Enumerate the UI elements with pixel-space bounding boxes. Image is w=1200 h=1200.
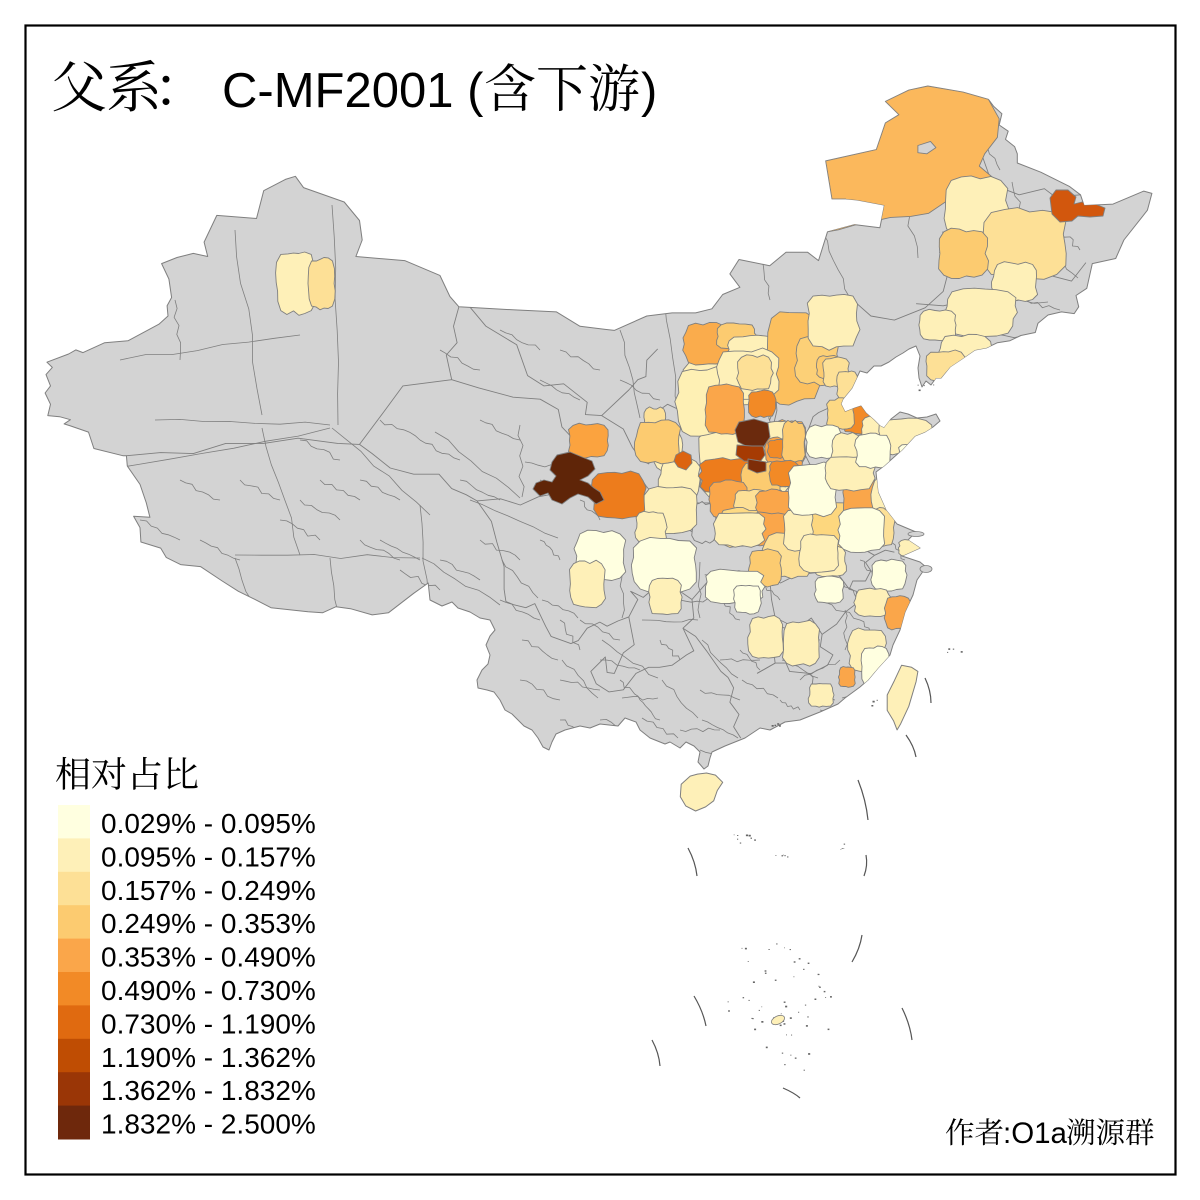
svg-text:): )	[641, 64, 657, 118]
svg-text::O1a: :O1a	[1003, 1117, 1068, 1150]
svg-text:C-MF2001 (: C-MF2001 (	[222, 64, 484, 118]
svg-text:1.362% - 1.832%: 1.362% - 1.832%	[101, 1075, 316, 1106]
svg-text:0.730% - 1.190%: 0.730% - 1.190%	[101, 1008, 316, 1039]
svg-text:0.490% - 0.730%: 0.490% - 0.730%	[101, 975, 316, 1006]
svg-text:0.353% - 0.490%: 0.353% - 0.490%	[101, 942, 316, 973]
svg-text:0.095% - 0.157%: 0.095% - 0.157%	[101, 841, 316, 872]
svg-text:0.157% - 0.249%: 0.157% - 0.249%	[101, 875, 316, 906]
svg-text:1.832% - 2.500%: 1.832% - 2.500%	[101, 1109, 316, 1140]
svg-text:0.029% - 0.095%: 0.029% - 0.095%	[101, 808, 316, 839]
svg-text:0.249% - 0.353%: 0.249% - 0.353%	[101, 908, 316, 939]
svg-text:1.190% - 1.362%: 1.190% - 1.362%	[101, 1042, 316, 1073]
